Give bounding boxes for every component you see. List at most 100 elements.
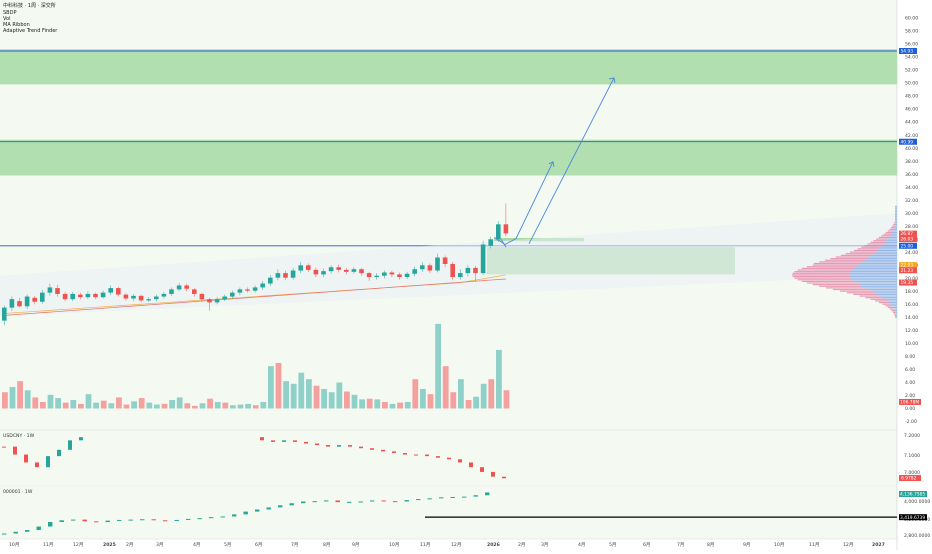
price-badge-label: 54.93: [901, 49, 914, 55]
sse-candle: [335, 500, 340, 503]
volume-profile-bar: [891, 227, 895, 229]
candle-body: [100, 292, 106, 298]
price-tick-label: 34.00: [905, 185, 918, 191]
time-axis-label: 9月: [352, 542, 360, 548]
volume-profile-bar: [854, 280, 897, 282]
price-tick-label: 8.00: [905, 354, 915, 360]
volume-bar: [473, 396, 479, 409]
volume-profile-bar: [888, 236, 897, 239]
volume-profile-bar: [896, 217, 897, 219]
volume-bar: [85, 394, 92, 409]
sse-candle: [140, 519, 145, 521]
usdcny-candle: [293, 440, 297, 442]
price-tick-label: 58.00: [905, 29, 918, 35]
time-axis-label: 5月: [609, 542, 617, 548]
usdcny-candle: [502, 476, 506, 479]
price-tick-label: 42.00: [905, 133, 918, 139]
price-badge-label: 26.03: [901, 237, 914, 243]
volume-profile-bar: [887, 238, 897, 240]
time-axis-label: 10月: [389, 542, 399, 548]
volume-bar: [62, 402, 69, 409]
usdcny-candle: [469, 462, 473, 468]
volume-bar: [351, 394, 358, 409]
price-badge-label: 40.99: [901, 139, 914, 145]
volume-profile-bar: [861, 285, 897, 287]
volume-profile-bar: [885, 231, 892, 234]
volume-bar: [404, 401, 411, 409]
volume-profile-bar: [868, 288, 897, 291]
volume-profile-bar: [886, 240, 897, 242]
candle-body: [359, 269, 364, 274]
sse-candle: [358, 501, 363, 503]
candle-body: [116, 288, 121, 295]
candle-body: [40, 292, 45, 302]
candle-body: [252, 287, 258, 291]
price-badge: [899, 236, 917, 243]
candle-body: [199, 293, 205, 300]
volume-profile-bar: [794, 277, 851, 279]
volume-profile-bar: [895, 313, 897, 315]
volume-profile-bar: [852, 279, 897, 281]
volume-bar: [214, 401, 221, 409]
candle-body: [298, 265, 303, 271]
usdcny-candle: [403, 452, 407, 455]
volume-profile-bar: [893, 313, 896, 315]
volume-bar: [290, 383, 297, 409]
volume-bar: [260, 401, 267, 409]
volume-profile-bar: [859, 264, 897, 266]
sse-candle: [289, 503, 294, 506]
time-axis-label: 2025: [103, 542, 116, 548]
volume-profile-bar: [877, 249, 897, 252]
price-tick-label: 18.00: [905, 289, 918, 295]
volume-bar: [313, 385, 320, 409]
volume-bar: [442, 366, 449, 409]
volume-bar: [252, 405, 259, 409]
price-tick-label: 46.00: [905, 107, 918, 113]
volume-profile-bar: [792, 272, 851, 274]
usdcny-candle: [46, 456, 50, 468]
volume-profile-bar: [846, 292, 875, 294]
volume-profile-bar: [859, 295, 881, 297]
volume-profile-bar: [845, 253, 874, 255]
sse-candle: [393, 501, 398, 503]
trend-channel: [0, 213, 897, 317]
volume-bar: [344, 391, 350, 409]
volume-profile-bar: [830, 258, 868, 260]
volume-profile-bar: [850, 275, 897, 278]
time-axis-label: 12月: [843, 542, 853, 548]
volume-profile-bar: [871, 254, 897, 256]
candle-body: [480, 244, 486, 274]
supply-zone: [0, 49, 897, 85]
time-axis-label: 8月: [323, 542, 331, 548]
price-tick-label: 0.00: [905, 406, 915, 412]
usdcny-candle: [282, 440, 286, 442]
volume-profile-bar: [885, 305, 892, 307]
candle-body: [268, 277, 273, 284]
candle-body: [366, 273, 372, 278]
time-axis-label: 2月: [518, 542, 526, 548]
volume-profile-bar: [850, 271, 897, 273]
price-tick-label: 50.00: [905, 81, 918, 87]
time-axis-label: 11月: [420, 542, 430, 548]
candle-body: [245, 289, 250, 291]
usdcny-candle: [35, 462, 39, 468]
volume-profile-bar: [856, 266, 897, 268]
usdcny-candle: [2, 446, 6, 448]
time-axis-label: 9月: [743, 542, 751, 548]
price-tick-label: 60.00: [905, 16, 918, 22]
volume-bar: [420, 388, 426, 409]
sse-candle: [36, 526, 41, 531]
time-axis-label: 8月: [707, 542, 715, 548]
volume-profile-bar: [879, 248, 897, 250]
volume-profile-bar: [889, 235, 897, 237]
volume-profile-bar: [819, 285, 862, 287]
volume-profile-bar: [896, 220, 897, 222]
volume-bar: [146, 402, 153, 409]
candle-body: [374, 275, 379, 278]
volume-profile-bar: [861, 246, 881, 248]
usdcny-candle: [480, 467, 484, 472]
volume-badge-label: 106.78M: [900, 400, 919, 406]
candle-body: [192, 289, 197, 294]
volume-profile-bar: [889, 228, 894, 230]
volume-profile-bar: [887, 306, 893, 309]
